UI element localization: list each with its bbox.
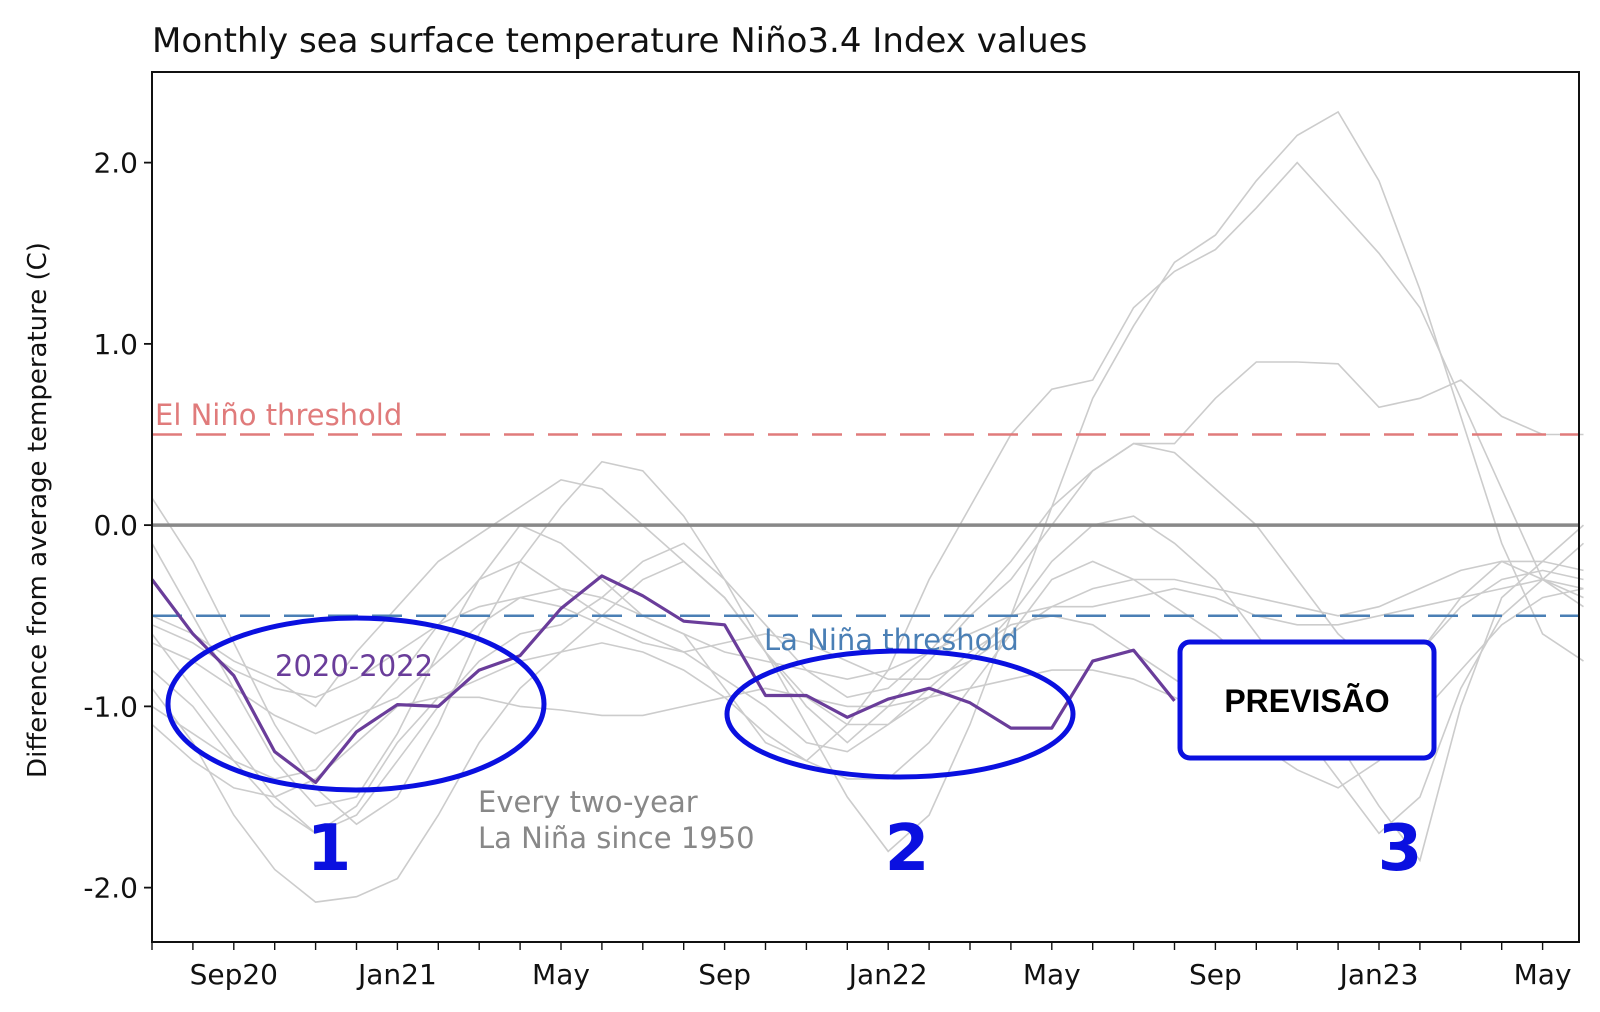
background-series-group [151, 110, 1585, 903]
x-tick-label: Jan23 [1338, 958, 1419, 991]
background-label-line2: La Niña since 1950 [478, 821, 755, 855]
highlight-ellipse-1 [165, 615, 547, 793]
y-tick-label: 0.0 [93, 509, 138, 542]
background-series-line-10 [151, 560, 1584, 699]
plot-frame [151, 71, 1580, 943]
y-tick-label: 1.0 [93, 328, 138, 361]
background-series-line-1 [151, 110, 1584, 853]
background-series-line-2 [151, 161, 1584, 807]
series-label-2020-2022: 2020-2022 [275, 649, 433, 683]
y-axis-ticks: 2.0 1.0 0.0 -1.0 -2.0 [83, 147, 152, 905]
x-axis-ticks: Sep20 Jan21 May Sep Jan22 May Sep Jan23 May [151, 942, 1572, 991]
background-series-line-6 [151, 542, 1585, 903]
x-tick-label: May [1023, 958, 1081, 991]
el-nino-threshold-label: El Niño threshold [155, 398, 402, 432]
highlight-ellipse-2 [724, 648, 1076, 780]
marker-number-3: 3 [1378, 812, 1423, 886]
x-tick-label: Sep [698, 958, 751, 991]
series-2020-2022-line [150, 574, 1176, 785]
x-tick-label: Jan21 [356, 958, 437, 991]
x-tick-label: Sep20 [190, 958, 278, 991]
background-series-line-9 [151, 578, 1584, 735]
x-tick-label: May [1514, 958, 1572, 991]
forecast-box [1177, 639, 1437, 761]
forecast-label: PREVISÃO [1224, 683, 1389, 719]
marker-number-2: 2 [885, 812, 930, 886]
background-series-line-8 [151, 587, 1584, 798]
y-tick-label: -1.0 [83, 690, 138, 723]
marker-number-1: 1 [307, 812, 352, 886]
y-tick-label: 2.0 [93, 147, 138, 180]
y-tick-label: -2.0 [83, 872, 138, 905]
background-label-line1: Every two-year [478, 785, 698, 819]
y-axis-label: Difference from average temperature (C) [23, 242, 53, 778]
x-tick-label: May [532, 958, 590, 991]
x-tick-label: Sep [1189, 958, 1242, 991]
x-tick-label: Jan22 [847, 958, 928, 991]
chart-title: Monthly sea surface temperature Niño3.4 … [152, 21, 1087, 61]
